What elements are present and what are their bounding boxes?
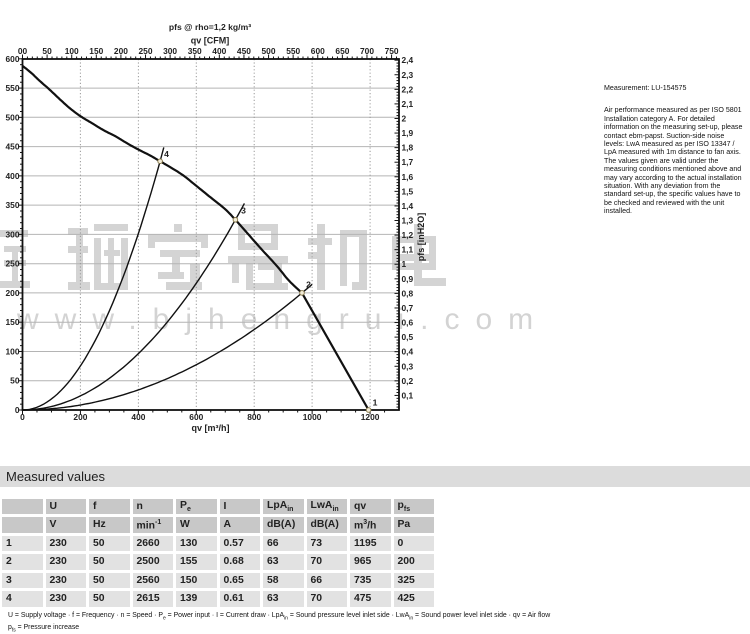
svg-text:2: 2 (306, 280, 311, 290)
svg-text:2,3: 2,3 (402, 70, 414, 80)
svg-text:0,9: 0,9 (402, 274, 414, 284)
svg-text:pfs @ rho=1,2 kg/m³: pfs @ rho=1,2 kg/m³ (169, 22, 251, 32)
svg-text:50: 50 (42, 46, 52, 56)
svg-text:2,2: 2,2 (402, 84, 414, 94)
svg-text:0,7: 0,7 (402, 303, 414, 313)
svg-text:1,5: 1,5 (402, 186, 414, 196)
svg-text:550: 550 (6, 83, 20, 93)
svg-text:2,4: 2,4 (402, 55, 414, 65)
svg-text:0,1: 0,1 (402, 390, 414, 400)
svg-text:300: 300 (163, 46, 177, 56)
svg-text:300: 300 (6, 229, 20, 239)
svg-text:800: 800 (247, 412, 261, 422)
svg-text:250: 250 (139, 46, 153, 56)
svg-text:500: 500 (6, 112, 20, 122)
svg-text:qv [m³/h]: qv [m³/h] (192, 423, 230, 433)
svg-text:0,2: 0,2 (402, 376, 414, 386)
svg-text:qv [CFM]: qv [CFM] (191, 36, 230, 46)
svg-text:1,7: 1,7 (402, 157, 414, 167)
svg-text:450: 450 (6, 142, 20, 152)
svg-text:0: 0 (15, 405, 20, 415)
svg-text:200: 200 (73, 412, 87, 422)
svg-text:1,4: 1,4 (402, 201, 414, 211)
svg-text:pfs [inH2O]: pfs [inH2O] (416, 213, 426, 262)
svg-text:1,2: 1,2 (402, 230, 414, 240)
svg-text:0,5: 0,5 (402, 332, 414, 342)
svg-text:2,1: 2,1 (402, 99, 414, 109)
svg-text:100: 100 (6, 347, 20, 357)
svg-text:700: 700 (360, 46, 374, 56)
svg-text:450: 450 (237, 46, 251, 56)
svg-text:200: 200 (114, 46, 128, 56)
svg-text:400: 400 (212, 46, 226, 56)
svg-text:350: 350 (188, 46, 202, 56)
svg-text:0,8: 0,8 (402, 288, 414, 298)
svg-text:00: 00 (18, 46, 28, 56)
svg-text:550: 550 (286, 46, 300, 56)
svg-text:1,6: 1,6 (402, 172, 414, 182)
svg-text:600: 600 (189, 412, 203, 422)
svg-text:400: 400 (6, 171, 20, 181)
svg-text:1,3: 1,3 (402, 216, 414, 226)
svg-text:1: 1 (402, 259, 407, 269)
svg-text:650: 650 (335, 46, 349, 56)
svg-text:1200: 1200 (361, 412, 380, 422)
svg-text:100: 100 (65, 46, 79, 56)
svg-text:2: 2 (402, 114, 407, 124)
svg-text:0,3: 0,3 (402, 361, 414, 371)
svg-text:www.bjhengrui.com: www.bjhengrui.com (16, 303, 549, 336)
svg-text:0,6: 0,6 (402, 318, 414, 328)
svg-text:250: 250 (6, 259, 20, 269)
svg-text:0,4: 0,4 (402, 347, 414, 357)
svg-text:1000: 1000 (303, 412, 322, 422)
svg-text:4: 4 (164, 149, 169, 159)
svg-text:200: 200 (6, 288, 20, 298)
svg-text:1,1: 1,1 (402, 245, 414, 255)
svg-text:750: 750 (385, 46, 399, 56)
svg-text:3: 3 (241, 206, 246, 216)
svg-text:1,9: 1,9 (402, 128, 414, 138)
svg-text:1: 1 (373, 398, 378, 408)
svg-text:0: 0 (20, 412, 25, 422)
svg-text:350: 350 (6, 200, 20, 210)
svg-text:400: 400 (131, 412, 145, 422)
svg-text:600: 600 (6, 54, 20, 64)
svg-text:150: 150 (89, 46, 103, 56)
svg-text:1,8: 1,8 (402, 143, 414, 153)
svg-text:500: 500 (262, 46, 276, 56)
svg-text:150: 150 (6, 317, 20, 327)
svg-text:600: 600 (311, 46, 325, 56)
svg-text:50: 50 (10, 376, 20, 386)
